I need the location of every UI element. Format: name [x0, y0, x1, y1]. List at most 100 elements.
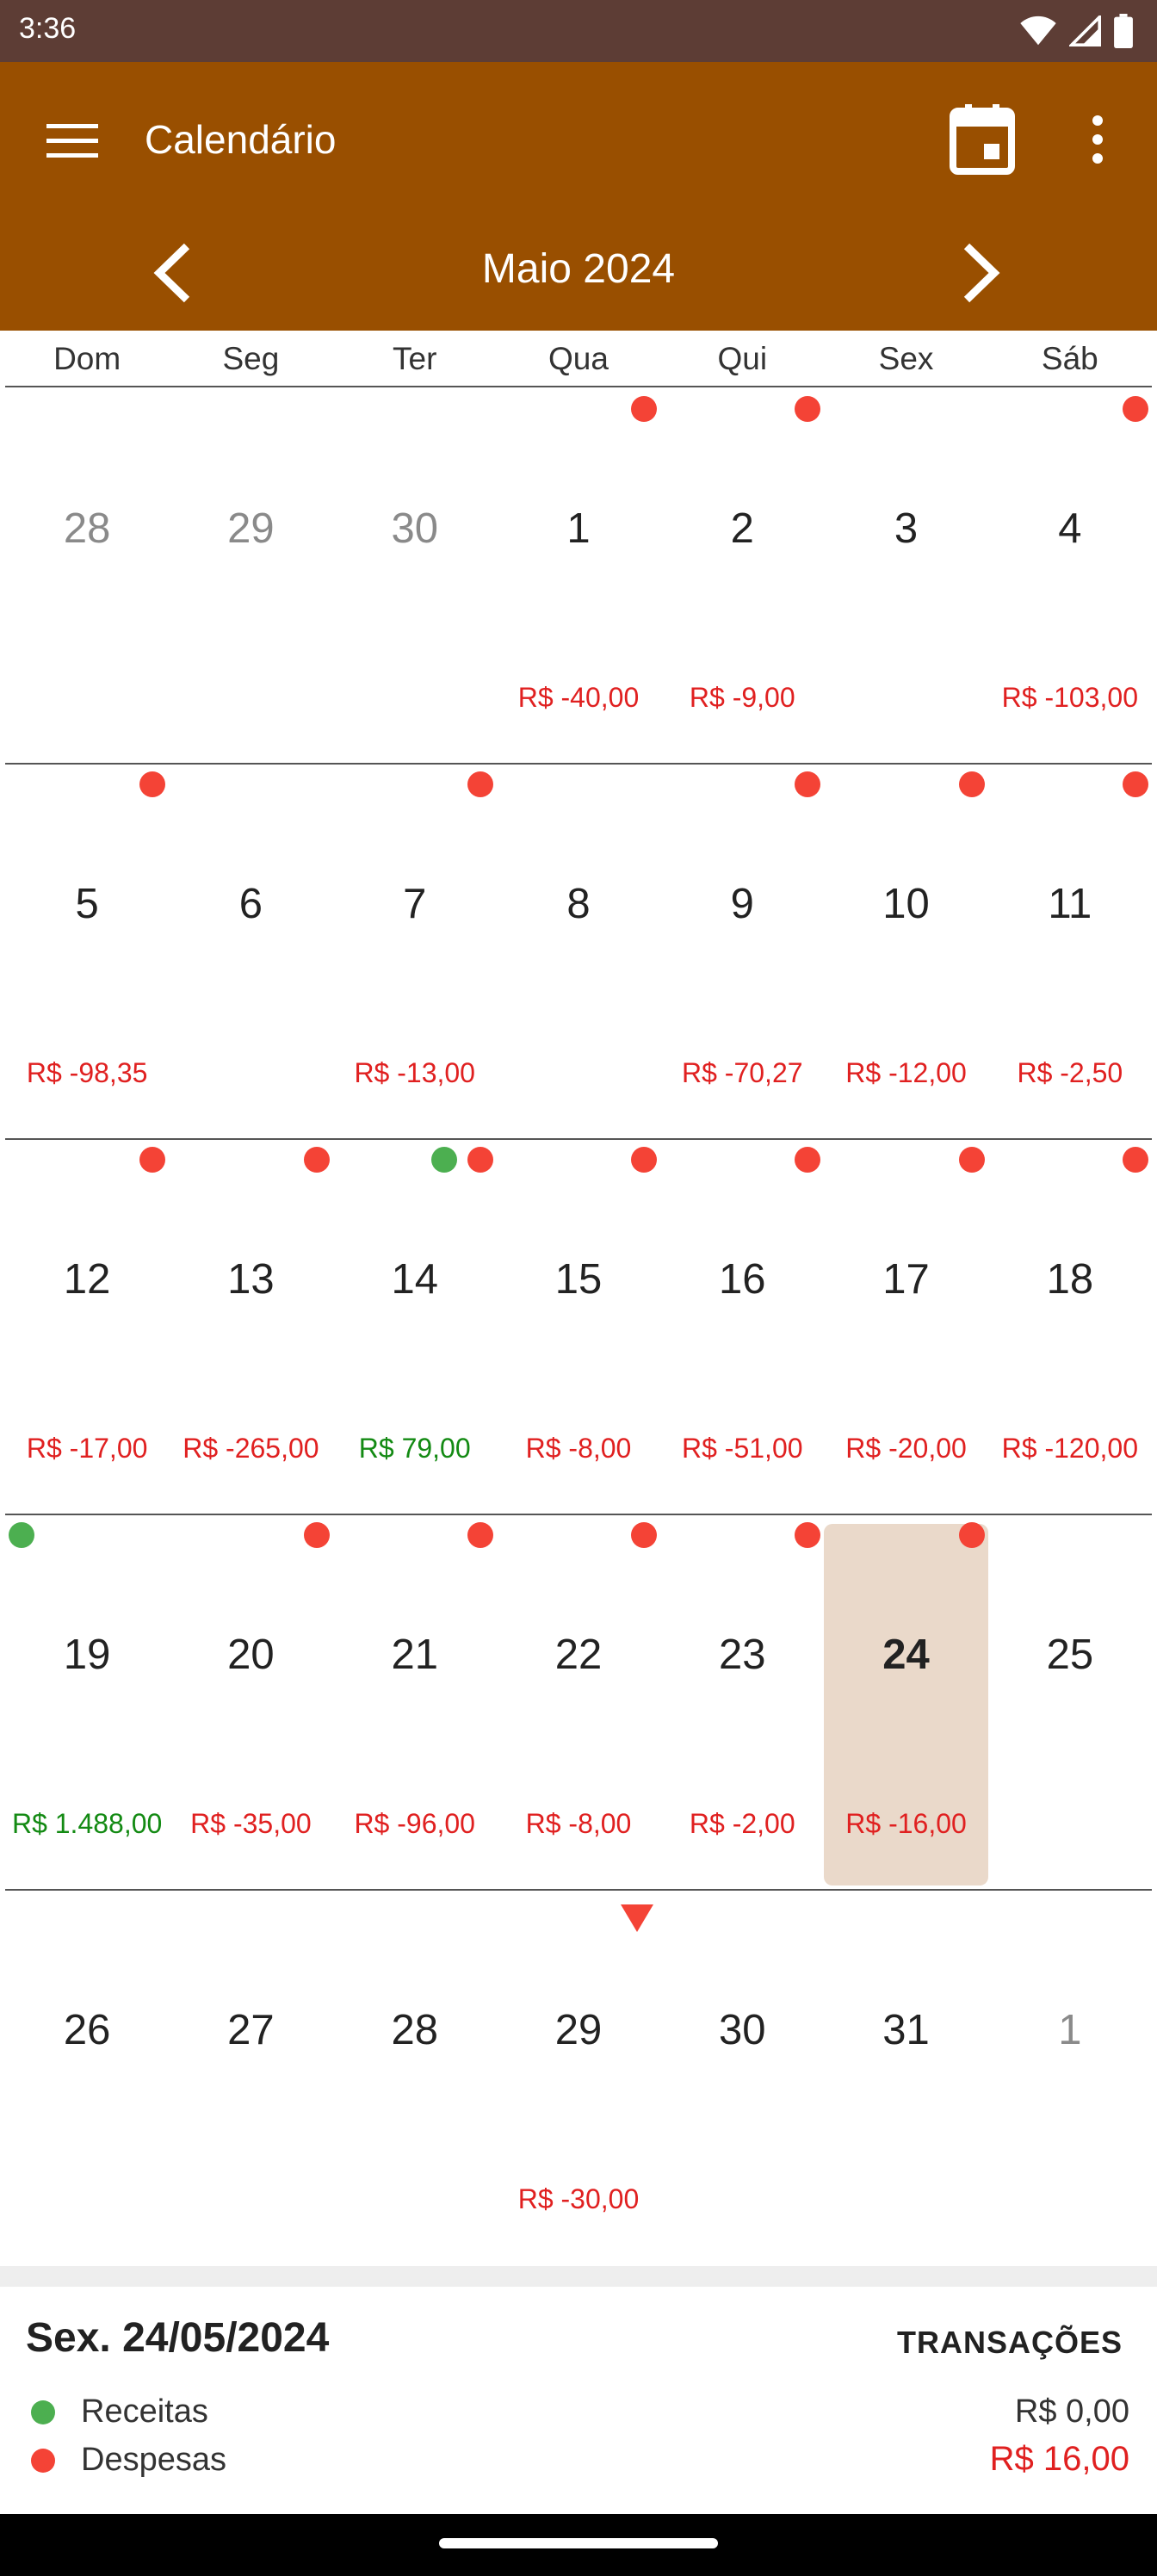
day-number: 8 — [566, 881, 591, 927]
transaction-indicators — [795, 396, 821, 422]
calendar-day[interactable]: 20 R$ -35,00 — [169, 1515, 332, 1889]
income-dot-icon — [31, 2400, 55, 2424]
day-amount: R$ -8,00 — [525, 1433, 632, 1464]
transaction-indicators — [958, 1147, 985, 1173]
transaction-indicators — [631, 396, 658, 422]
expense-dot-icon — [795, 771, 821, 797]
expense-dot-icon — [31, 2448, 55, 2473]
transaction-indicators — [1122, 396, 1148, 422]
expense-dot-icon — [303, 1147, 330, 1173]
calendar-day[interactable]: 29 — [169, 389, 332, 763]
day-amount: R$ -13,00 — [354, 1057, 475, 1088]
calendar-day[interactable]: 29 R$ -30,00 — [497, 1891, 660, 2266]
day-number: 23 — [719, 1632, 766, 1678]
calendar-week-row: 19 R$ 1.488,00 20 R$ -35,00 21 R$ -96,00 22 R$ … — [5, 1515, 1152, 1891]
calendar-day-selected[interactable]: 24 R$ -16,00 — [824, 1515, 988, 1889]
calendar-day[interactable]: 22 R$ -8,00 — [497, 1515, 660, 1889]
calendar-day[interactable]: 4 R$ -103,00 — [988, 389, 1152, 763]
transaction-indicators — [1122, 1147, 1148, 1173]
income-legend: Receitas — [31, 2393, 208, 2430]
previous-month-button[interactable] — [138, 226, 207, 320]
calendar-day[interactable]: 7 R$ -13,00 — [333, 765, 497, 1138]
day-amount: R$ -70,27 — [682, 1057, 803, 1088]
day-number: 26 — [63, 2007, 111, 2053]
transactions-button[interactable]: TRANSAÇÕES — [896, 2325, 1123, 2360]
day-amount: R$ -103,00 — [1001, 682, 1138, 713]
calendar-day[interactable]: 14 R$ 79,00 — [333, 1140, 497, 1514]
calendar-today-icon — [950, 104, 1015, 175]
calendar-day[interactable]: 15 R$ -8,00 — [497, 1140, 660, 1514]
next-month-button[interactable] — [947, 226, 1016, 320]
month-label: Maio 2024 — [481, 246, 676, 292]
calendar-day[interactable]: 25 — [988, 1515, 1152, 1889]
expense-dot-icon — [1122, 1147, 1148, 1173]
expense-dot-icon — [467, 771, 493, 797]
calendar-day[interactable]: 9 R$ -70,27 — [660, 765, 824, 1138]
calendar-day[interactable]: 8 — [497, 765, 660, 1138]
status-icons — [1019, 12, 1133, 50]
calendar-day[interactable]: 21 R$ -96,00 — [333, 1515, 497, 1889]
day-amount: R$ -2,00 — [689, 1808, 795, 1839]
transaction-indicators — [631, 1522, 658, 1548]
calendar-day[interactable]: 18 R$ -120,00 — [988, 1140, 1152, 1514]
calendar-day[interactable]: 28 — [333, 1891, 497, 2266]
wifi-icon — [1020, 15, 1056, 46]
divider — [0, 2266, 1157, 2287]
expense-dot-icon — [795, 1522, 821, 1548]
calendar-day[interactable]: 5 R$ -98,35 — [5, 765, 169, 1138]
calendar-day[interactable]: 23 R$ -2,00 — [660, 1515, 824, 1889]
expense-dot-icon — [631, 1147, 658, 1173]
expense-dot-icon — [958, 1147, 985, 1173]
calendar-day[interactable]: 28 — [5, 389, 169, 763]
day-number: 5 — [75, 881, 99, 927]
calendar-day[interactable]: 3 — [824, 389, 987, 763]
gesture-handle[interactable] — [439, 2538, 718, 2548]
more-options-button[interactable] — [1067, 96, 1128, 183]
calendar-day[interactable]: 10 R$ -12,00 — [824, 765, 987, 1138]
day-amount: R$ -120,00 — [1001, 1433, 1138, 1464]
expense-dot-icon — [958, 771, 985, 797]
hamburger-menu-icon — [46, 124, 98, 158]
calendar-day[interactable]: 1 — [988, 1891, 1152, 2266]
day-summary[interactable]: Sex. 24/05/2024 TRANSAÇÕES Receitas R$ 0… — [0, 2287, 1157, 2514]
weekday-header: Dom Seg Ter Qua Qui Sex Sáb — [5, 331, 1152, 387]
calendar-day[interactable]: 19 R$ 1.488,00 — [5, 1515, 169, 1889]
calendar-day[interactable]: 27 — [169, 1891, 332, 2266]
calendar-day[interactable]: 16 R$ -51,00 — [660, 1140, 824, 1514]
expense-dot-icon — [1122, 771, 1148, 797]
income-value: R$ 0,00 — [1014, 2393, 1129, 2430]
day-number: 12 — [63, 1256, 111, 1303]
today-calendar-button[interactable] — [944, 96, 1021, 183]
day-amount: R$ -30,00 — [517, 2183, 640, 2214]
expense-dot-icon — [303, 1522, 330, 1548]
menu-button[interactable] — [38, 107, 107, 176]
weekday-label: Ter — [393, 341, 437, 376]
day-number: 24 — [882, 1632, 930, 1678]
calendar-day[interactable]: 26 — [5, 1891, 169, 2266]
weekday-label: Qui — [717, 341, 768, 376]
status-bar: 3:36 — [0, 0, 1157, 62]
more-vert-icon — [1092, 115, 1103, 164]
calendar-day[interactable]: 30 — [660, 1891, 824, 2266]
day-number: 28 — [391, 2007, 438, 2053]
day-amount: R$ -2,50 — [1017, 1057, 1123, 1088]
transaction-indicators — [631, 1147, 658, 1173]
day-amount: R$ -12,00 — [845, 1057, 967, 1088]
battery-icon — [1114, 14, 1133, 48]
day-number: 28 — [63, 505, 111, 552]
calendar-day[interactable]: 13 R$ -265,00 — [169, 1140, 332, 1514]
calendar-day[interactable]: 12 R$ -17,00 — [5, 1140, 169, 1514]
calendar-day[interactable]: 30 — [333, 389, 497, 763]
calendar-day[interactable]: 31 — [824, 1891, 987, 2266]
calendar-day[interactable]: 17 R$ -20,00 — [824, 1140, 987, 1514]
calendar-day[interactable]: 11 R$ -2,50 — [988, 765, 1152, 1138]
chevron-right-icon — [963, 243, 1000, 303]
calendar-day[interactable]: 2 R$ -9,00 — [660, 389, 824, 763]
expense-dot-icon — [139, 771, 166, 797]
calendar-day[interactable]: 6 — [169, 765, 332, 1138]
calendar-week-row: 12 R$ -17,00 13 R$ -265,00 14 R$ 79,00 15 R$ -8… — [5, 1140, 1152, 1515]
chevron-left-icon — [153, 243, 190, 303]
day-amount: R$ -8,00 — [525, 1808, 632, 1839]
expense-dot-icon — [631, 396, 658, 422]
calendar-day[interactable]: 1 R$ -40,00 — [497, 389, 660, 763]
